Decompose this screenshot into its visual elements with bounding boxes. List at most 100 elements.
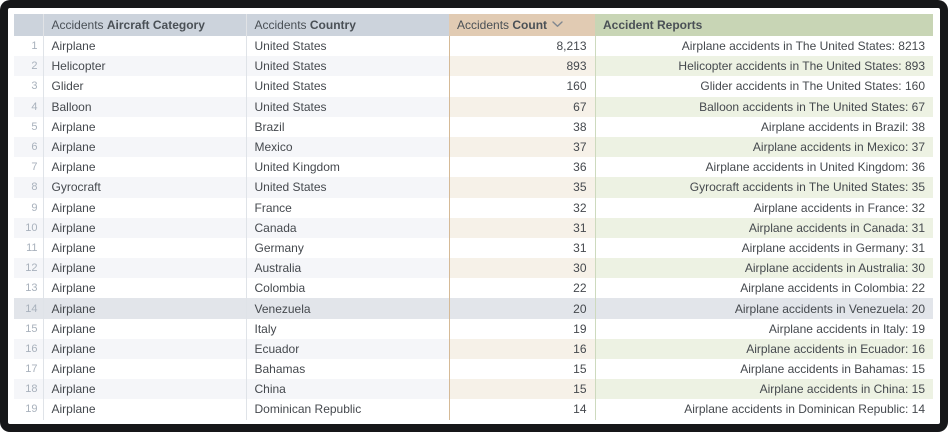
column-header-count[interactable]: Accidents Count [449, 14, 595, 36]
report-cell: Airplane accidents in Canada: 31 [595, 217, 933, 238]
row-number-cell: 14 [14, 298, 44, 319]
count-cell: 30 [448, 258, 596, 279]
count-cell: 32 [448, 197, 596, 218]
row-number-cell: 1 [14, 36, 44, 57]
table-row[interactable]: 6 Airplane Mexico 37 Airplane accidents in M… [14, 136, 933, 158]
country-cell: United Kingdom [246, 157, 449, 178]
accidents-table: Accidents Aircraft Category Accidents Co… [14, 14, 933, 420]
count-cell: 16 [448, 338, 596, 359]
country-cell: Venezuela [246, 298, 449, 319]
table-row[interactable]: 16 Airplane Ecuador 16 Airplane accidents in… [14, 338, 933, 359]
category-cell: Airplane [43, 157, 247, 178]
row-number-cell: 9 [14, 197, 44, 218]
report-cell: Airplane accidents in China: 15 [595, 379, 933, 400]
table-row[interactable]: 10 Airplane Canada 31 Airplane accidents in … [14, 217, 933, 238]
country-cell: Dominican Republic [246, 399, 449, 420]
table-row[interactable]: 8 Gyrocraft United States 35 Gyrocraft accid… [14, 177, 933, 198]
category-cell: Glider [43, 76, 247, 97]
report-cell: Airplane accidents in Bahamas: 15 [595, 359, 933, 380]
header-label: Aircraft Category [106, 18, 205, 32]
category-cell: Airplane [43, 359, 247, 380]
table-row[interactable]: 12 Airplane Australia 30 Airplane accidents … [14, 258, 933, 279]
count-cell: 15 [448, 359, 596, 380]
row-number-cell: 4 [14, 96, 44, 117]
country-cell: United States [246, 177, 449, 198]
count-cell: 36 [448, 157, 596, 178]
row-number-cell: 10 [14, 217, 44, 238]
report-cell: Gyrocraft accidents in The United States… [595, 177, 933, 198]
chevron-down-icon [552, 21, 563, 28]
category-cell: Airplane [43, 379, 247, 400]
header-prefix: Accidents [457, 18, 510, 32]
table-row[interactable]: 4 Balloon United States 67 Balloon accidents… [14, 96, 933, 117]
row-number-cell: 16 [14, 338, 44, 359]
table-row[interactable]: 18 Airplane China 15 Airplane accidents in C… [14, 379, 933, 400]
row-number-cell: 18 [14, 379, 44, 400]
report-cell: Airplane accidents in France: 32 [595, 197, 933, 218]
header-label: Count [512, 18, 548, 32]
table-row[interactable]: 14 Airplane Venezuela 20 Airplane accidents … [14, 298, 933, 319]
category-cell: Airplane [43, 258, 247, 279]
report-cell: Airplane accidents in Dominican Republic… [595, 399, 933, 420]
country-cell: Australia [246, 258, 449, 279]
report-cell: Airplane accidents in The United States:… [595, 36, 933, 57]
report-cell: Helicopter accidents in The United State… [595, 56, 933, 77]
row-number-cell: 13 [14, 278, 44, 299]
category-cell: Airplane [43, 197, 247, 218]
header-prefix: Accidents [254, 18, 307, 32]
row-number-cell: 5 [14, 116, 44, 137]
country-cell: Mexico [246, 136, 449, 158]
category-cell: Airplane [43, 318, 247, 339]
table-row[interactable]: 3 Glider United States 160 Glider accidents … [14, 76, 933, 97]
row-number-cell: 19 [14, 399, 44, 420]
country-cell: France [246, 197, 449, 218]
category-cell: Airplane [43, 399, 247, 420]
table-row[interactable]: 1 Airplane United States 8,213 Airplane acci… [14, 36, 933, 57]
count-cell: 38 [448, 116, 596, 137]
category-cell: Airplane [43, 217, 247, 238]
country-cell: Colombia [246, 278, 449, 299]
country-cell: Canada [246, 217, 449, 238]
country-cell: United States [246, 36, 449, 57]
table-row[interactable]: 11 Airplane Germany 31 Airplane accidents in… [14, 237, 933, 259]
table-row[interactable]: 2 Helicopter United States 893 Helicopter ac… [14, 56, 933, 77]
count-cell: 22 [448, 278, 596, 299]
column-header-country[interactable]: Accidents Country [246, 14, 449, 36]
country-cell: Germany [246, 237, 449, 259]
row-number-cell: 3 [14, 76, 44, 97]
row-number-cell: 6 [14, 136, 44, 158]
report-cell: Balloon accidents in The United States: … [595, 96, 933, 117]
report-cell: Airplane accidents in Germany: 31 [595, 237, 933, 259]
table-row[interactable]: 17 Airplane Bahamas 15 Airplane accidents in… [14, 359, 933, 380]
count-cell: 67 [448, 96, 596, 117]
table-row[interactable]: 19 Airplane Dominican Republic 14 Airplane a… [14, 399, 933, 420]
row-number-cell: 2 [14, 56, 44, 77]
count-cell: 31 [448, 237, 596, 259]
category-cell: Airplane [43, 298, 247, 319]
header-prefix: Accidents [51, 18, 104, 32]
table-row[interactable]: 7 Airplane United Kingdom 36 Airplane accide… [14, 157, 933, 178]
table-canvas: Accidents Aircraft Category Accidents Co… [8, 8, 940, 424]
count-cell: 19 [448, 318, 596, 339]
table-row[interactable]: 13 Airplane Colombia 22 Airplane accidents i… [14, 278, 933, 299]
report-cell: Airplane accidents in Brazil: 38 [595, 116, 933, 137]
column-header-aircraft-category[interactable]: Accidents Aircraft Category [43, 14, 247, 36]
country-cell: United States [246, 56, 449, 77]
category-cell: Gyrocraft [43, 177, 247, 198]
report-cell: Airplane accidents in Australia: 30 [595, 258, 933, 279]
count-cell: 14 [448, 399, 596, 420]
row-number-cell: 11 [14, 237, 44, 259]
category-cell: Helicopter [43, 56, 247, 77]
country-cell: United States [246, 96, 449, 117]
report-cell: Glider accidents in The United States: 1… [595, 76, 933, 97]
report-cell: Airplane accidents in Venezuela: 20 [595, 298, 933, 319]
row-number-header [14, 14, 44, 36]
table-row[interactable]: 15 Airplane Italy 19 Airplane accidents in I… [14, 318, 933, 339]
table-row[interactable]: 9 Airplane France 32 Airplane accidents in F… [14, 197, 933, 218]
report-cell: Airplane accidents in Mexico: 37 [595, 136, 933, 158]
table-row[interactable]: 5 Airplane Brazil 38 Airplane accidents in B… [14, 116, 933, 137]
country-cell: China [246, 379, 449, 400]
country-cell: Ecuador [246, 338, 449, 359]
column-header-accident-reports[interactable]: Accident Reports [595, 14, 933, 36]
